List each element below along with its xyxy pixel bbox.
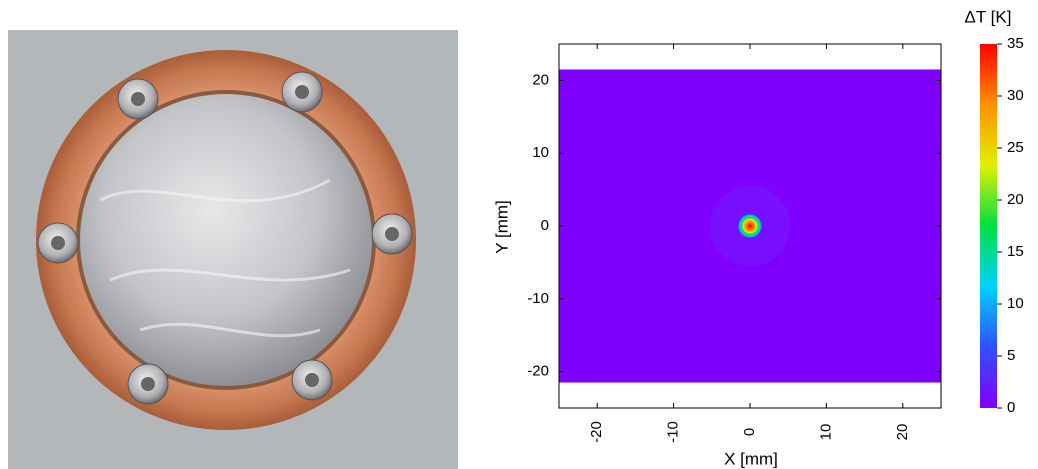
colorbar-label: ΔT [K] bbox=[965, 7, 1012, 26]
y-axis-label: Y [mm] bbox=[492, 200, 511, 254]
photo bbox=[8, 30, 458, 469]
y-tick-label: -20 bbox=[527, 363, 549, 380]
x-tick-label: 20 bbox=[894, 424, 911, 441]
y-tick-label: 10 bbox=[532, 144, 549, 161]
colorbar-tick-label: 0 bbox=[1007, 399, 1015, 416]
figure: X [mm] Y [mm] ΔT [K] -20 -10 0 10 20 -20 -10 0 1… bbox=[0, 0, 1038, 469]
colorbar-tick-label: 5 bbox=[1007, 347, 1015, 364]
colorbar-tick-label: 30 bbox=[1007, 87, 1024, 104]
y-tick-label: 20 bbox=[532, 71, 549, 88]
colorbar-tick-label: 35 bbox=[1007, 35, 1024, 52]
colorbar-tick-label: 15 bbox=[1007, 243, 1024, 260]
x-tick-label: 0 bbox=[741, 428, 758, 436]
x-tick-label: -10 bbox=[665, 421, 682, 443]
x-axis-label: X [mm] bbox=[724, 449, 778, 468]
y-tick-label: 0 bbox=[541, 217, 549, 234]
colorbar-tick-label: 10 bbox=[1007, 295, 1024, 312]
colorbar-tick-label: 25 bbox=[1007, 139, 1024, 156]
colorbar-tick-label: 20 bbox=[1007, 191, 1024, 208]
colorbar bbox=[980, 44, 997, 408]
hotspot bbox=[737, 213, 763, 239]
x-tick-label: -20 bbox=[588, 421, 605, 443]
x-tick-label: 10 bbox=[817, 424, 834, 441]
y-tick-label: -10 bbox=[527, 290, 549, 307]
